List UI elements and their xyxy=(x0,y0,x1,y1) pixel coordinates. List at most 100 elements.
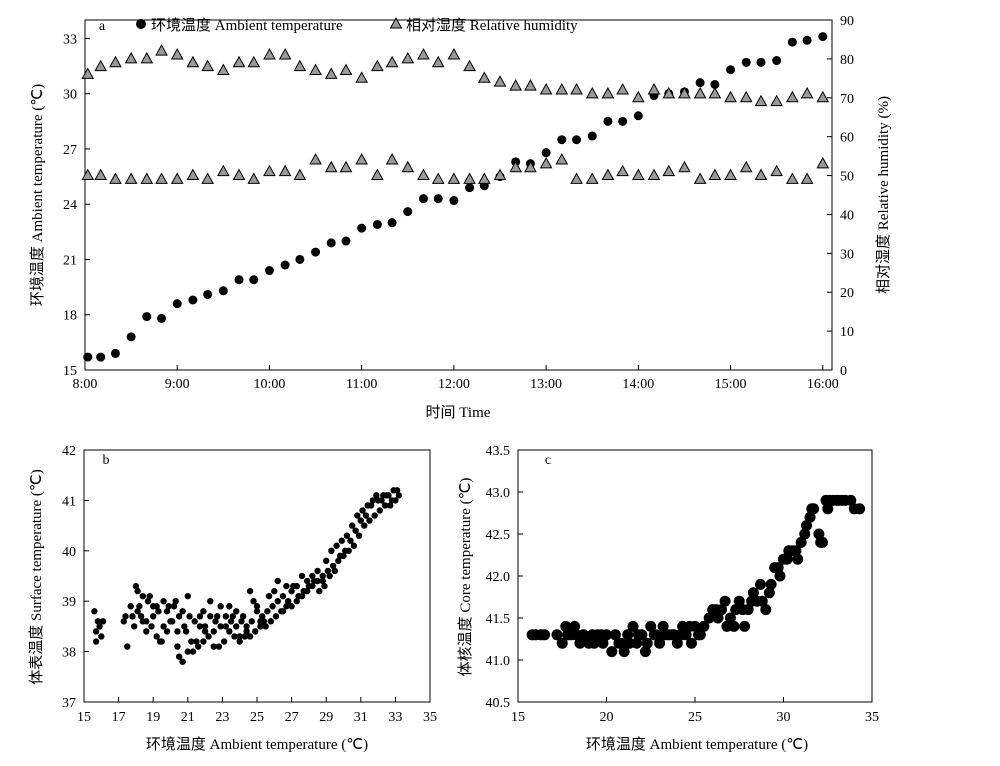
a-humidity-point xyxy=(816,90,830,103)
c-y-tick-label: 43.0 xyxy=(486,486,511,501)
b-data-point xyxy=(92,638,100,645)
c-data-point xyxy=(845,494,857,506)
a-humidity-point xyxy=(585,86,599,99)
b-data-point xyxy=(331,567,339,575)
a-humidity-point xyxy=(754,168,768,181)
b-data-point xyxy=(179,608,186,615)
a-humidity-point xyxy=(601,168,615,181)
a-ambient-temp-point xyxy=(157,313,167,323)
b-y-tick-label: 39 xyxy=(62,595,76,610)
b-data-point xyxy=(236,633,243,640)
c-data-point xyxy=(804,511,816,523)
b-data-point xyxy=(214,613,221,620)
a-humidity-point xyxy=(417,168,430,181)
a-humidity-point xyxy=(324,160,338,173)
c-data-point xyxy=(569,620,581,632)
b-data-point xyxy=(98,633,105,640)
a-humidity-point xyxy=(339,160,353,173)
panel-b-label: b xyxy=(103,453,110,468)
a-humidity-point xyxy=(109,172,122,184)
c-data-point xyxy=(539,629,551,641)
c-data-point xyxy=(560,620,572,632)
a-x-tick-label: 12:00 xyxy=(438,377,470,392)
b-data-point xyxy=(288,603,295,610)
c-data-point xyxy=(801,520,813,532)
a-yright-tick-label: 70 xyxy=(840,92,854,107)
b-y-tick-label: 37 xyxy=(62,696,76,711)
a-humidity-point xyxy=(355,153,369,165)
b-data-point xyxy=(316,587,323,595)
a-ambient-temp-point xyxy=(772,56,782,66)
a-humidity-point xyxy=(800,172,814,184)
panel-c-label: c xyxy=(545,453,551,468)
b-data-point xyxy=(352,527,359,534)
b-data-point xyxy=(174,643,181,650)
b-data-point xyxy=(243,628,250,635)
a-ambient-temp-point xyxy=(280,260,290,270)
b-data-point xyxy=(366,517,373,524)
a-humidity-point xyxy=(140,172,154,184)
c-data-point xyxy=(710,604,722,616)
a-humidity-point xyxy=(785,172,799,184)
a-humidity-point xyxy=(155,172,168,184)
b-data-point xyxy=(134,608,141,615)
b-data-point xyxy=(130,623,138,630)
a-ambient-temp-point xyxy=(311,247,321,257)
a-humidity-point xyxy=(278,164,292,177)
a-x-axis-label: 时间 Time xyxy=(426,404,491,421)
b-x-axis-label: 环境温度 Ambient temperature (℃) xyxy=(146,735,368,753)
a-humidity-point xyxy=(800,86,814,99)
a-ambient-temp-point xyxy=(295,254,305,264)
b-data-point xyxy=(290,582,297,590)
b-data-point xyxy=(246,633,254,640)
b-data-point xyxy=(134,587,141,595)
a-yright-tick-label: 40 xyxy=(840,208,854,223)
b-data-point xyxy=(143,628,150,635)
b-data-point xyxy=(253,608,261,615)
a-humidity-point xyxy=(140,51,154,64)
a-yleft-tick-label: 15 xyxy=(63,364,77,379)
a-humidity-point xyxy=(401,160,415,173)
b-data-point xyxy=(343,532,351,539)
a-humidity-point xyxy=(81,168,95,181)
b-data-point xyxy=(350,542,358,549)
b-data-point xyxy=(288,587,295,595)
b-data-point xyxy=(252,628,259,635)
a-humidity-point xyxy=(447,48,461,60)
c-data-point xyxy=(609,629,621,641)
a-ambient-temp-point xyxy=(818,32,828,42)
a-yright-tick-label: 90 xyxy=(840,14,854,29)
c-x-tick-label: 30 xyxy=(777,710,791,725)
plot-a-frame xyxy=(84,19,833,371)
a-humidity-point xyxy=(293,168,307,181)
c-data-point xyxy=(606,646,618,658)
b-y-tick-label: 40 xyxy=(62,545,76,560)
a-ambient-temp-point xyxy=(172,299,182,309)
a-ambient-temp-point xyxy=(633,111,643,121)
a-ambient-temp-point xyxy=(249,275,259,285)
c-data-point xyxy=(765,578,777,590)
a-humidity-point xyxy=(278,48,292,60)
b-data-point xyxy=(212,618,219,625)
b-data-point xyxy=(326,572,333,580)
c-data-point xyxy=(624,637,636,649)
b-data-point xyxy=(300,587,307,595)
b-data-point xyxy=(196,613,204,620)
b-data-point xyxy=(283,582,290,590)
c-data-point xyxy=(754,578,766,590)
b-data-point xyxy=(387,502,394,509)
c-data-point xyxy=(570,629,582,641)
b-data-point xyxy=(336,552,344,560)
c-data-point xyxy=(693,629,705,641)
b-data-point xyxy=(220,638,228,645)
c-data-point xyxy=(632,629,644,641)
a-ambient-temp-point xyxy=(418,194,428,204)
b-data-point xyxy=(250,598,257,605)
a-ambient-temp-point xyxy=(433,194,443,204)
b-data-point xyxy=(321,582,328,590)
a-humidity-point xyxy=(770,164,784,177)
a-yright-tick-label: 10 xyxy=(840,325,854,340)
b-data-point xyxy=(298,572,306,580)
a-humidity-point xyxy=(616,164,630,177)
b-data-point xyxy=(265,592,273,600)
